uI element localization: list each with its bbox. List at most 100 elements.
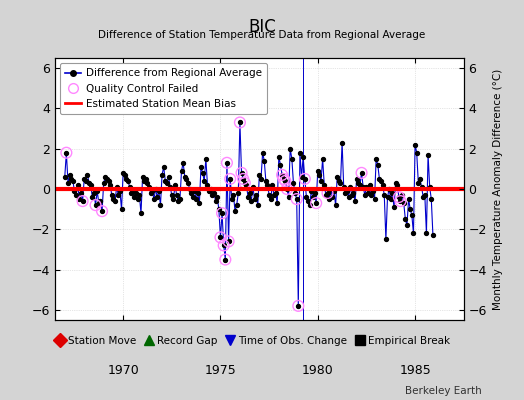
Point [229, 192, 237, 198]
Point [372, 156, 380, 162]
Point [124, 178, 132, 184]
Point [130, 194, 139, 200]
Point [343, 188, 351, 194]
Point [261, 178, 270, 184]
Point [109, 196, 117, 202]
Point [236, 119, 244, 126]
Point [210, 190, 218, 196]
Point [294, 303, 302, 309]
Point [215, 206, 223, 212]
Point [165, 174, 173, 180]
Point [82, 178, 90, 184]
Point [388, 190, 397, 196]
Point [226, 176, 234, 182]
Point [331, 202, 340, 208]
Point [223, 160, 231, 166]
Point [354, 180, 363, 186]
Point [208, 192, 216, 198]
Point [393, 182, 401, 188]
Point [195, 200, 203, 206]
Point [403, 222, 411, 228]
Point [390, 204, 398, 210]
Point [333, 174, 342, 180]
Point [380, 192, 388, 198]
Point [143, 180, 151, 186]
Point [254, 202, 262, 208]
Point [283, 186, 291, 192]
Point [258, 150, 267, 156]
Point [367, 192, 376, 198]
Text: Difference of Station Temperature Data from Regional Average: Difference of Station Temperature Data f… [99, 30, 425, 40]
Point [302, 194, 311, 200]
Point [357, 170, 366, 176]
Point [250, 196, 259, 202]
Point [134, 196, 142, 202]
Point [340, 184, 348, 190]
Point [374, 162, 382, 168]
Point [299, 154, 308, 160]
Point [216, 234, 225, 240]
Point [119, 170, 127, 176]
Point [218, 210, 226, 216]
Point [412, 150, 421, 156]
Point [406, 206, 414, 212]
Point [291, 190, 299, 196]
Point [346, 184, 354, 190]
Point [427, 196, 435, 202]
Point [341, 190, 350, 196]
Point [145, 184, 154, 190]
Point [70, 188, 79, 194]
Point [220, 242, 228, 249]
Point [237, 170, 246, 176]
Point [359, 184, 367, 190]
Point [416, 176, 424, 182]
Point [370, 196, 379, 202]
Text: Berkeley Earth: Berkeley Earth [406, 386, 482, 396]
Point [218, 210, 226, 216]
Point [122, 176, 130, 182]
Point [425, 184, 434, 190]
Point [226, 176, 234, 182]
Point [189, 194, 197, 200]
Point [279, 176, 288, 182]
Point [148, 188, 157, 194]
Point [125, 184, 134, 190]
Point [375, 176, 384, 182]
Point [418, 184, 426, 190]
Point [399, 200, 408, 206]
Point [409, 230, 418, 236]
Point [292, 196, 301, 202]
Point [273, 200, 281, 206]
Point [156, 202, 165, 208]
Point [169, 196, 178, 202]
Point [278, 172, 286, 178]
Point [313, 168, 322, 174]
Point [205, 188, 213, 194]
Point [190, 188, 199, 194]
Point [111, 198, 119, 204]
Point [320, 182, 329, 188]
Point [100, 180, 108, 186]
Point [151, 186, 160, 192]
Point [93, 188, 101, 194]
Point [252, 192, 260, 198]
Point [257, 176, 265, 182]
Text: 1980: 1980 [302, 364, 334, 377]
Point [187, 190, 195, 196]
Point [231, 208, 239, 214]
Point [234, 190, 243, 196]
Point [166, 184, 174, 190]
Point [289, 180, 298, 186]
Point [185, 186, 194, 192]
Point [378, 182, 387, 188]
Point [271, 190, 280, 196]
Point [172, 192, 181, 198]
Text: 1975: 1975 [204, 364, 236, 377]
Point [91, 202, 100, 208]
Point [362, 184, 370, 190]
Point [326, 186, 335, 192]
Point [101, 174, 110, 180]
Point [335, 178, 343, 184]
Point [278, 172, 286, 178]
Point [242, 182, 250, 188]
